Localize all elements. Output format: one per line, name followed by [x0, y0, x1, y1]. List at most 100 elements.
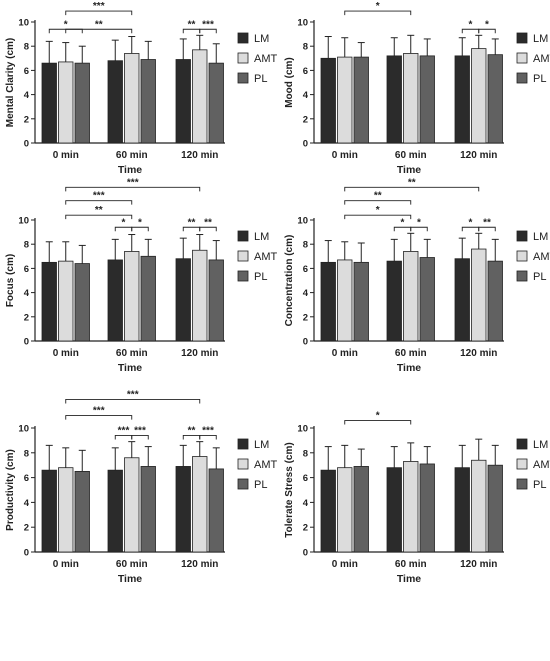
significance-bracket — [65, 415, 133, 420]
bar-amt-3 — [192, 249, 208, 342]
significance-label: * — [376, 205, 380, 216]
significance-label: * — [469, 19, 473, 30]
significance-label: * — [64, 19, 68, 30]
bar-lm-1 — [320, 261, 336, 342]
y-tick-label: 0 — [24, 548, 29, 559]
legend-label: AMT — [254, 251, 278, 263]
significance-label: * — [469, 217, 473, 228]
significance-label: *** — [118, 425, 130, 436]
y-tick-label: 4 — [303, 498, 309, 509]
x-tick-label: 0 min — [332, 150, 358, 161]
significance-bracket — [199, 28, 217, 34]
y-tick-label: 10 — [18, 216, 29, 227]
significance-bracket — [344, 200, 412, 205]
legend-label: LM — [533, 33, 548, 45]
legend-label: LM — [254, 439, 269, 451]
x-tick-label: 60 min — [116, 348, 148, 359]
bar-pl-2 — [419, 257, 435, 342]
significance-label: ** — [483, 217, 491, 228]
y-tick-label: 2 — [303, 523, 308, 534]
significance-bracket — [65, 399, 201, 404]
chart-panel-2: 0 2 4 6 8 10 0 min 60 min 120 min Time Mood (cm) * *… — [284, 1, 550, 176]
bar-amt-3 — [192, 456, 208, 553]
significance-label: ** — [188, 425, 196, 436]
bar-amt-3 — [471, 48, 487, 144]
significance-label: *** — [127, 389, 139, 400]
significance-bracket — [344, 186, 480, 192]
y-tick-label: 6 — [24, 264, 29, 275]
x-axis-title: Time — [118, 164, 142, 176]
legend-swatch-amt — [516, 458, 528, 470]
x-tick-label: 0 min — [332, 559, 358, 570]
legend-label: LM — [254, 33, 269, 45]
legend-label: LM — [254, 231, 269, 243]
bar-pl-3 — [208, 468, 224, 553]
bar-amt-3 — [471, 459, 487, 553]
y-tick-label: 2 — [24, 523, 29, 534]
bar-amt-2 — [124, 457, 140, 553]
significance-label: * — [376, 1, 380, 12]
x-tick-label: 120 min — [181, 559, 218, 570]
bar-pl-2 — [419, 55, 435, 144]
legend-label: PL — [254, 73, 267, 85]
bar-amt-3 — [192, 49, 208, 144]
legend-label: PL — [254, 479, 267, 491]
bar-amt-2 — [403, 461, 419, 553]
significance-bracket — [65, 28, 133, 34]
bar-pl-1 — [353, 261, 369, 342]
y-tick-label: 2 — [24, 114, 29, 125]
y-tick-label: 2 — [24, 312, 29, 323]
legend-swatch-pl — [237, 270, 249, 282]
y-tick-label: 4 — [303, 288, 309, 299]
legend-label: PL — [533, 479, 546, 491]
y-tick-label: 0 — [24, 139, 29, 150]
y-tick-label: 0 — [303, 139, 308, 150]
legend-swatch-lm — [516, 230, 528, 242]
y-tick-label: 8 — [24, 448, 29, 459]
bar-lm-3 — [454, 258, 470, 342]
legend-swatch-pl — [516, 72, 528, 84]
significance-bracket — [344, 420, 412, 425]
x-tick-label: 60 min — [395, 559, 427, 570]
significance-bracket — [199, 434, 217, 440]
x-tick-label: 0 min — [53, 150, 79, 161]
legend-swatch-amt — [516, 250, 528, 262]
bar-lm-2 — [386, 467, 402, 553]
significance-bracket — [478, 28, 496, 34]
legend-swatch-amt — [237, 52, 249, 64]
significance-bracket — [410, 226, 428, 232]
bar-lm-1 — [41, 261, 57, 342]
bar-pl-2 — [419, 463, 435, 553]
significance-bracket — [65, 214, 133, 220]
x-tick-label: 120 min — [460, 150, 497, 161]
legend-label: AMT — [533, 459, 550, 471]
x-axis-title: Time — [397, 362, 421, 374]
significance-bracket — [65, 200, 133, 205]
bar-amt-2 — [124, 53, 140, 144]
y-tick-label: 10 — [18, 424, 29, 435]
chart-panel-1: 0 2 4 6 8 10 0 min 60 min 120 min Time Mental Clar… — [5, 1, 278, 176]
y-tick-label: 0 — [303, 337, 308, 348]
y-tick-label: 10 — [297, 216, 308, 227]
y-tick-label: 0 — [24, 337, 29, 348]
bar-pl-2 — [140, 59, 156, 144]
significance-label: ** — [204, 217, 212, 228]
x-tick-label: 0 min — [332, 348, 358, 359]
bar-amt-1 — [58, 260, 74, 342]
chart-panel-6: 0 2 4 6 8 10 0 min 60 min 120 min Time Tolerate St… — [284, 411, 550, 585]
significance-bracket — [344, 10, 412, 16]
y-tick-label: 10 — [18, 18, 29, 29]
significance-label: *** — [93, 191, 105, 202]
y-tick-label: 6 — [24, 66, 29, 77]
significance-label: * — [138, 217, 142, 228]
y-tick-label: 8 — [303, 42, 308, 53]
chart-panel-5: 0 2 4 6 8 10 0 min 60 min 120 min Time Productivit… — [5, 389, 278, 585]
y-tick-label: 10 — [297, 424, 308, 435]
bar-amt-1 — [58, 61, 74, 144]
x-tick-label: 0 min — [53, 348, 79, 359]
x-axis-title: Time — [397, 164, 421, 176]
bar-lm-3 — [175, 258, 191, 342]
significance-bracket — [131, 226, 149, 232]
bar-pl-1 — [353, 56, 369, 144]
